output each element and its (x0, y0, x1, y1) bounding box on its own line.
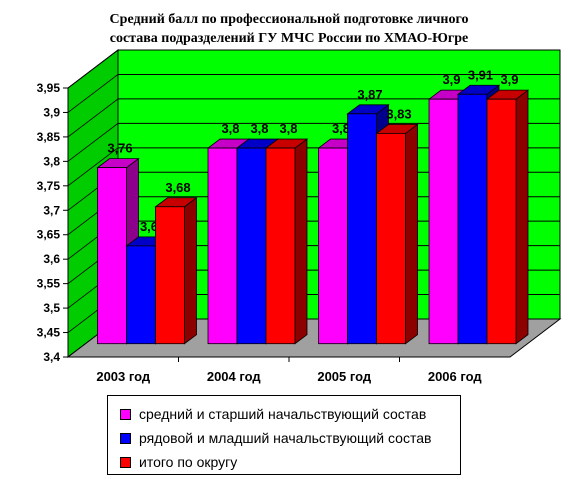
gridline-side (67, 74, 119, 113)
chart-title: Средний балл по профессиональной подгото… (0, 10, 578, 48)
legend: средний и старший начальствующий состав р… (107, 395, 461, 475)
bar (236, 147, 267, 345)
data-label: 3,9 (500, 72, 518, 87)
x-tick-label: 2005 год (317, 369, 372, 384)
y-tick-label: 3,75 (37, 179, 61, 193)
bar (318, 147, 348, 345)
bar (457, 93, 488, 345)
bar-side (515, 89, 529, 345)
bar-side (405, 123, 418, 345)
legend-label: итого по округу (139, 454, 238, 470)
data-label: 3,68 (165, 180, 190, 195)
legend-item: итого по округу (120, 450, 460, 474)
x-tick-label: 2003 год (96, 369, 151, 384)
data-label: 3,8 (221, 121, 239, 136)
data-label: 3,8 (250, 121, 268, 136)
data-label: 3,8 (279, 121, 297, 136)
y-tick-label: 3,4 (43, 350, 60, 364)
gridline-side (67, 98, 119, 138)
y-tick-label: 3,65 (37, 228, 61, 242)
legend-swatch (120, 408, 131, 420)
bar (486, 98, 517, 345)
data-label: 3,76 (107, 141, 132, 156)
y-tick-label: 3,6 (43, 252, 60, 266)
y-tick-label: 3,95 (37, 81, 61, 95)
y-tick-label: 3,5 (43, 301, 60, 315)
bar (265, 147, 296, 345)
data-label: 3,91 (468, 67, 493, 82)
legend-item: рядовой и младший начальствующий состав (120, 426, 460, 450)
y-tick-label: 3,7 (43, 203, 60, 217)
bar-side (294, 138, 308, 345)
data-label: 3,83 (386, 106, 411, 121)
bar (347, 113, 377, 345)
y-tick-label: 3,85 (37, 130, 61, 144)
legend-swatch (120, 456, 131, 468)
gridline-side (67, 49, 119, 89)
bar (376, 132, 406, 345)
bar (207, 147, 238, 345)
gridline-side (67, 147, 119, 187)
chart-title-line2: состава подразделений ГУ МЧС России по Х… (109, 31, 469, 46)
bar-side (184, 196, 197, 345)
bar (97, 167, 127, 345)
legend-label: средний и старший начальствующий состав (139, 406, 427, 422)
data-label: 3,9 (442, 72, 460, 87)
bar (155, 206, 185, 345)
data-label: 3,8 (332, 121, 350, 136)
legend-item: средний и старший начальствующий состав (120, 402, 460, 426)
gridline-side (67, 123, 119, 162)
bar-chart: 3,4 3,45 3,5 3,55 3,6 3,65 3,7 3,75 3,8 3,85 3,9 3,… (37, 48, 562, 384)
y-tick-label: 3,8 (43, 154, 60, 168)
legend-label: рядовой и младший начальствующий состав (139, 430, 432, 446)
data-label: 3,87 (357, 87, 382, 102)
data-label: 3,6 (140, 219, 158, 234)
y-tick-label: 3,55 (37, 277, 61, 291)
bar (428, 98, 459, 345)
y-tick-label: 3,45 (37, 326, 61, 340)
y-tick-label: 3,9 (43, 105, 60, 119)
x-tick-label: 2004 год (207, 369, 262, 384)
bar (126, 245, 156, 345)
x-tick-label: 2006 год (428, 369, 483, 384)
legend-swatch (120, 432, 131, 444)
chart-title-line1: Средний балл по профессиональной подгото… (109, 12, 469, 27)
